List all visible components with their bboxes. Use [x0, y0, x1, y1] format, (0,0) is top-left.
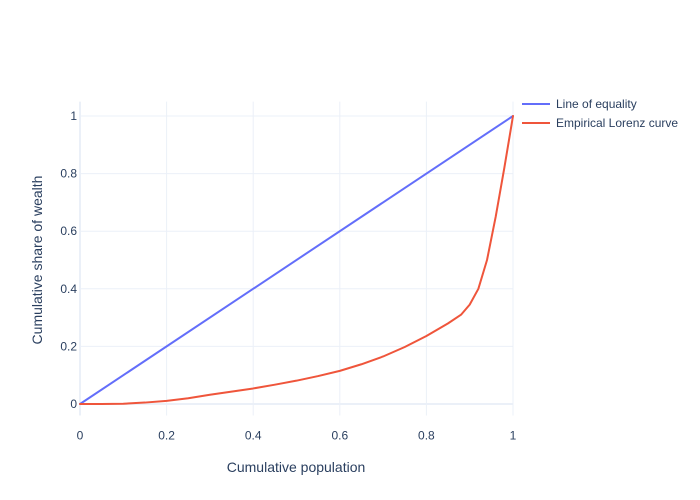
- legend-label: Empirical Lorenz curve: [556, 116, 678, 130]
- legend-label: Line of equality: [556, 97, 637, 111]
- x-tick-label: 0.6: [331, 429, 348, 443]
- series-line-1: [79, 115, 514, 405]
- x-tick-label: 0.8: [418, 429, 435, 443]
- series-line-2: [79, 115, 514, 405]
- x-tick-labels: 0 0.2 0.4 0.6 0.8 1: [77, 429, 517, 443]
- y-axis-title: Cumulative share of wealth: [29, 176, 45, 345]
- legend: Line of equality Empirical Lorenz curve: [522, 97, 678, 130]
- x-tick-label: 0.2: [158, 429, 175, 443]
- y-tick-label: 0.4: [60, 282, 77, 296]
- x-tick-label: 1: [510, 429, 517, 443]
- y-tick-label: 0: [70, 397, 77, 411]
- x-axis-title: Cumulative population: [227, 459, 366, 475]
- y-tick-label: 0.2: [60, 339, 77, 353]
- gridlines: [80, 101, 514, 416]
- zero-lines: [79, 101, 513, 416]
- y-tick-label: 0.8: [60, 167, 77, 181]
- x-tick-label: 0.4: [245, 429, 262, 443]
- x-tick-label: 0: [77, 429, 84, 443]
- series-layer: [79, 115, 514, 405]
- y-tick-labels: 0 0.2 0.4 0.6 0.8 1: [60, 109, 77, 411]
- y-tick-label: 1: [70, 109, 77, 123]
- y-tick-label: 0.6: [60, 224, 77, 238]
